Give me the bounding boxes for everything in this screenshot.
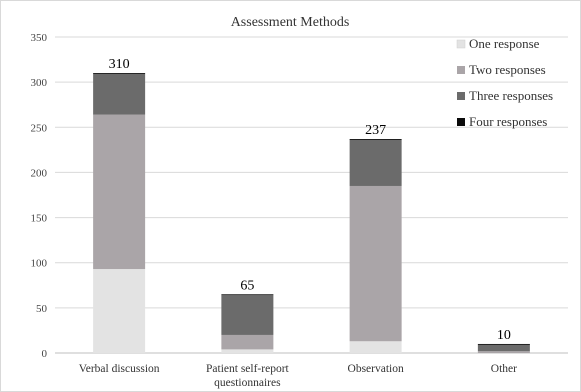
bar-segment bbox=[93, 269, 146, 353]
bar-segment bbox=[93, 114, 146, 270]
bar-segment bbox=[349, 139, 402, 140]
legend: One response Two responses Three responses… bbox=[456, 36, 553, 129]
y-tick-label: 0 bbox=[42, 348, 48, 360]
x-tick-label: questionnaires bbox=[214, 377, 281, 389]
legend-label: Two responses bbox=[469, 62, 546, 77]
x-tick-label: Patient self-report bbox=[206, 363, 290, 375]
y-tick-label: 250 bbox=[31, 122, 48, 134]
legend-swatch bbox=[457, 92, 465, 100]
legend-label: Three responses bbox=[469, 88, 553, 103]
legend-swatch bbox=[457, 118, 465, 126]
y-tick-label: 100 bbox=[31, 258, 48, 270]
chart-title: Assessment Methods bbox=[231, 15, 350, 30]
bar-total-label: 65 bbox=[240, 278, 254, 293]
bar-segment bbox=[349, 341, 402, 353]
x-tick-label: Observation bbox=[348, 363, 404, 375]
y-tick-label: 200 bbox=[31, 167, 48, 179]
bar-total-label: 237 bbox=[365, 123, 386, 138]
legend-swatch bbox=[457, 66, 465, 74]
bar-segment bbox=[93, 74, 146, 115]
x-axis: Verbal discussion Patient self-report ques… bbox=[79, 363, 517, 389]
legend-label: Four responses bbox=[469, 114, 547, 129]
bar-segment bbox=[477, 344, 530, 352]
bar-segment bbox=[93, 73, 146, 75]
y-tick-label: 150 bbox=[31, 213, 48, 225]
legend-swatch bbox=[456, 39, 466, 49]
bar-segment bbox=[221, 294, 274, 296]
bar-total-label: 10 bbox=[497, 328, 511, 343]
y-tick-label: 350 bbox=[31, 32, 48, 44]
bar-segment bbox=[349, 139, 402, 186]
bar-segment bbox=[349, 185, 402, 342]
y-tick-label: 300 bbox=[31, 77, 48, 89]
x-tick-label: Other bbox=[491, 363, 517, 375]
bar-segment bbox=[477, 343, 530, 345]
y-tick-label: 50 bbox=[36, 303, 48, 315]
bar-segment bbox=[477, 351, 530, 353]
x-tick-label: Verbal discussion bbox=[79, 363, 160, 375]
y-axis: 0 50 100 150 200 250 300 350 bbox=[31, 32, 48, 360]
bar-total-label: 310 bbox=[109, 57, 130, 72]
bars bbox=[93, 73, 530, 353]
total-labels: 310 65 237 10 bbox=[109, 57, 511, 343]
bar-segment bbox=[221, 295, 274, 335]
bar-segment bbox=[221, 334, 274, 350]
bar-segment bbox=[221, 349, 274, 353]
legend-label: One response bbox=[469, 36, 540, 51]
